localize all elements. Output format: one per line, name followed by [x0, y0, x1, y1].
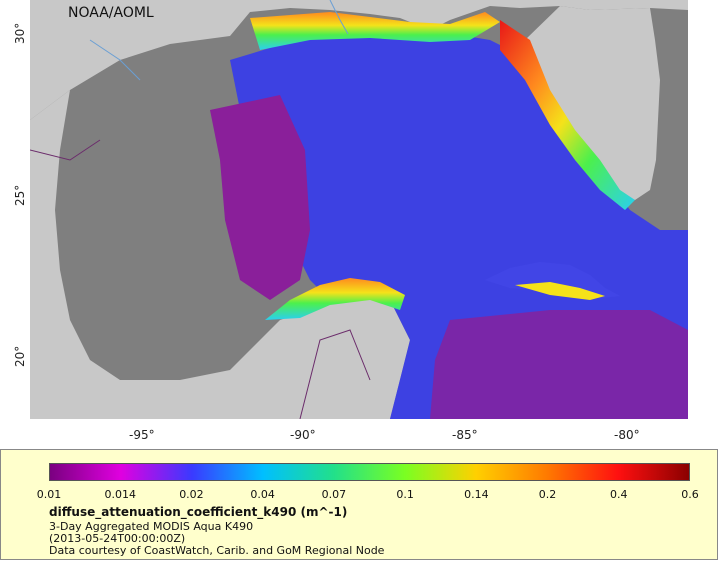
- color-scale-bar: [49, 463, 690, 481]
- legend-title: diffuse_attenuation_coefficient_k490 (m^…: [49, 505, 348, 519]
- y-tick-label: 20°: [13, 345, 27, 367]
- color-scale-label: 0.2: [538, 488, 557, 501]
- x-tick-label: -85°: [452, 428, 478, 442]
- cuba-shelf: [515, 282, 605, 300]
- color-scale-label: 0.1: [396, 488, 414, 501]
- florida-coastal-band: [500, 20, 635, 210]
- map-frame: NOAA/AOML: [30, 0, 688, 419]
- us-land: [30, 0, 688, 120]
- x-tick-label: -80°: [614, 428, 640, 442]
- legend-date: (2013-05-24T00:00:00Z): [49, 532, 186, 545]
- river: [89, 39, 141, 81]
- color-scale-label: 0.14: [464, 488, 489, 501]
- mexico-land: [30, 90, 410, 419]
- ocean-purple-carib: [430, 310, 688, 419]
- color-scale-label: 0.6: [681, 488, 699, 501]
- y-tick-label: 25°: [13, 184, 27, 206]
- map-image: [30, 0, 688, 419]
- x-tick-label: -95°: [129, 428, 155, 442]
- northern-coastal-band: [250, 12, 500, 50]
- border-line: [299, 329, 371, 419]
- x-tick-label: -90°: [290, 428, 316, 442]
- legend-panel: diffuse_attenuation_coefficient_k490 (m^…: [0, 449, 718, 560]
- color-scale-label: 0.4: [610, 488, 628, 501]
- color-scale-label: 0.01: [36, 488, 62, 501]
- legend-description: 3-Day Aggregated MODIS Aqua K490: [49, 520, 254, 533]
- river: [329, 0, 349, 35]
- border-line: [30, 139, 101, 161]
- ocean-purple: [210, 95, 310, 300]
- color-scale-label: 0.04: [250, 488, 275, 501]
- color-scale-label: 0.07: [321, 488, 347, 501]
- color-scale-label: 0.02: [179, 488, 204, 501]
- color-scale-label: 0.014: [104, 488, 136, 501]
- source-label: NOAA/AOML: [68, 5, 154, 21]
- yucatan-shelf: [265, 278, 405, 320]
- legend-credit: Data courtesy of CoastWatch, Carib. and …: [49, 544, 385, 557]
- y-tick-label: 30°: [13, 22, 27, 44]
- florida-land: [525, 6, 660, 200]
